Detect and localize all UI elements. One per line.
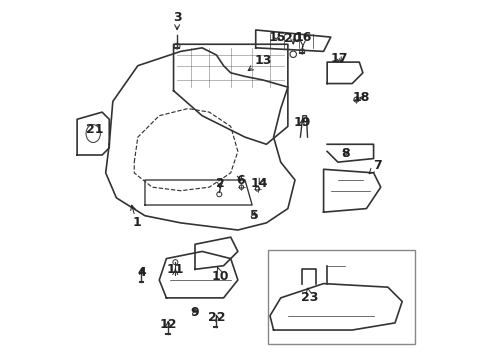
- Text: 20: 20: [285, 32, 302, 45]
- Text: 3: 3: [173, 11, 181, 30]
- Text: 9: 9: [191, 306, 199, 319]
- Text: 17: 17: [331, 52, 348, 65]
- Text: 14: 14: [250, 177, 268, 190]
- Text: 19: 19: [294, 116, 311, 129]
- Text: 6: 6: [236, 174, 245, 187]
- Text: 1: 1: [131, 205, 141, 229]
- Text: 13: 13: [248, 54, 271, 71]
- Text: 15: 15: [269, 31, 286, 44]
- Text: 4: 4: [138, 266, 147, 279]
- Text: 16: 16: [294, 31, 312, 46]
- Text: 23: 23: [300, 288, 318, 305]
- Text: 18: 18: [352, 91, 370, 104]
- Text: 8: 8: [342, 147, 350, 160]
- Text: 22: 22: [208, 311, 226, 324]
- Text: 7: 7: [369, 159, 382, 174]
- Text: 2: 2: [216, 177, 224, 190]
- Text: 21: 21: [86, 123, 104, 136]
- Text: 12: 12: [159, 318, 177, 331]
- Text: 11: 11: [167, 263, 184, 276]
- Text: 10: 10: [212, 267, 229, 283]
- Text: 5: 5: [249, 209, 258, 222]
- Bar: [268, 249, 415, 344]
